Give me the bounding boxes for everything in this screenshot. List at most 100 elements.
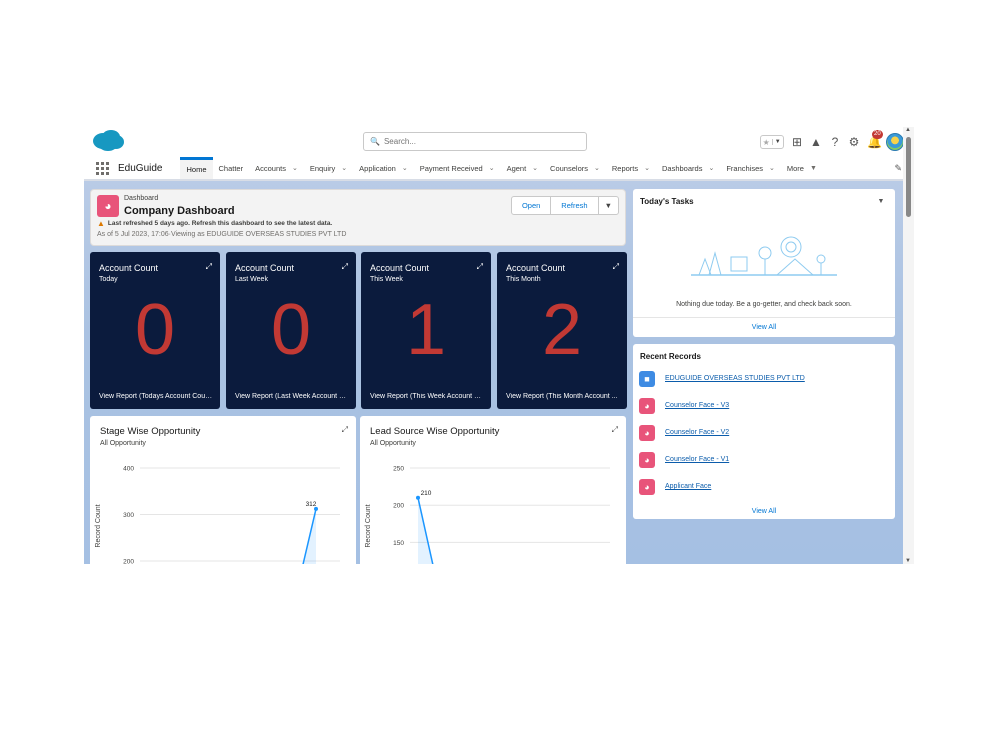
recent-record-link[interactable]: Counselor Face - V2 bbox=[665, 429, 730, 436]
open-button[interactable]: Open bbox=[512, 197, 552, 214]
nav-item-application[interactable]: Application ⌄ bbox=[353, 157, 414, 179]
tasks-empty-message: Nothing due today. Be a go-getter, and c… bbox=[676, 301, 852, 308]
expand-icon[interactable]: ⤢ bbox=[341, 425, 348, 434]
view-report-link[interactable]: View Report (This Week Account C... bbox=[370, 393, 484, 400]
y-tick-label: 400 bbox=[123, 466, 134, 473]
nav-item-counselors[interactable]: Counselors ⌄ bbox=[544, 157, 606, 179]
add-icon[interactable]: ⊞ bbox=[791, 135, 803, 149]
refresh-warning-text: Last refreshed 5 days ago. Refresh this … bbox=[107, 220, 333, 227]
scrollbar-thumb[interactable] bbox=[906, 137, 911, 217]
y-tick-label: 200 bbox=[393, 503, 404, 510]
chart-subtitle: All Opportunity bbox=[100, 440, 146, 447]
list-item: ◕ Applicant Face bbox=[639, 473, 889, 500]
nav-item-chatter[interactable]: Chatter bbox=[213, 157, 250, 179]
list-item: ◕ Counselor Face - V1 bbox=[639, 446, 889, 473]
data-label: 210 bbox=[421, 490, 432, 497]
recent-record-link[interactable]: Counselor Face - V3 bbox=[665, 402, 730, 409]
tasks-view-all-link[interactable]: View All bbox=[633, 317, 895, 337]
nav-item-label: Accounts bbox=[255, 163, 286, 173]
expand-icon[interactable]: ⤢ bbox=[612, 262, 619, 271]
nav-item-franchises[interactable]: Franchises ⌄ bbox=[720, 157, 781, 179]
notification-badge: 20 bbox=[872, 130, 883, 139]
y-axis-label: Record Count bbox=[95, 504, 102, 547]
view-report-link[interactable]: View Report (This Month Account ... bbox=[506, 393, 618, 400]
series-line bbox=[302, 508, 317, 564]
metric-title: Account Count bbox=[99, 263, 159, 273]
edit-nav-pencil-icon[interactable]: ✎ bbox=[894, 163, 902, 173]
help-icon[interactable]: ? bbox=[831, 135, 839, 149]
expand-icon[interactable]: ⤢ bbox=[611, 425, 618, 434]
recent-records-title: Recent Records bbox=[640, 352, 701, 361]
trailhead-icon[interactable]: ▲ bbox=[810, 135, 822, 149]
chevron-down-icon[interactable]: ⌄ bbox=[401, 165, 408, 172]
lead-source-line-chart[interactable]: Record Count5010015020025021053 bbox=[360, 456, 626, 564]
nav-item-more[interactable]: More ▼ bbox=[781, 157, 823, 179]
chevron-down-icon[interactable]: ⌄ bbox=[708, 165, 715, 172]
chevron-down-icon[interactable]: ⌄ bbox=[644, 165, 650, 172]
expand-icon[interactable]: ⤢ bbox=[476, 262, 483, 271]
nav-item-dashboards[interactable]: Dashboards ⌄ bbox=[656, 157, 720, 179]
nav-item-reports[interactable]: Reports ⌄ bbox=[606, 157, 656, 179]
scroll-down-arrow-icon[interactable]: ▼ bbox=[905, 558, 911, 564]
app-name: EduGuide bbox=[118, 162, 163, 174]
dashboard-header-card: ◕ Dashboard Company Dashboard ▲ Last ref… bbox=[90, 189, 626, 246]
favorites-button[interactable]: ★ ▼ bbox=[760, 135, 784, 149]
nav-item-agent[interactable]: Agent ⌄ bbox=[501, 157, 544, 179]
tasks-filter-dropdown-icon[interactable]: ▼ bbox=[877, 198, 885, 205]
page-scrollbar[interactable]: ▲ ▼ bbox=[903, 127, 914, 564]
stage-wise-line-chart[interactable]: Record Count100200300400123418312 bbox=[90, 456, 356, 564]
recent-records-list: ■ EDUGUIDE OVERSEAS STUDIES PVT LTD ◕ Co… bbox=[639, 365, 889, 500]
metric-tile-last-week: Account Count Last Week ⤢ 0 View Report … bbox=[226, 252, 356, 409]
recent-records-card: Recent Records ■ EDUGUIDE OVERSEAS STUDI… bbox=[633, 344, 895, 519]
expand-icon[interactable]: ⤢ bbox=[341, 262, 348, 271]
chevron-down-icon[interactable]: ⌄ bbox=[769, 165, 775, 172]
recent-record-link[interactable]: EDUGUIDE OVERSEAS STUDIES PVT LTD bbox=[665, 375, 805, 382]
metric-subtitle: This Week bbox=[370, 276, 403, 283]
nav-item-label: Chatter bbox=[218, 163, 244, 173]
search-icon: 🔍 bbox=[370, 137, 380, 146]
global-search-input[interactable]: 🔍 Search... bbox=[363, 132, 587, 151]
recent-view-all-link[interactable]: View All bbox=[751, 508, 777, 515]
view-report-link[interactable]: View Report (Todays Account Count) bbox=[99, 393, 213, 400]
nav-item-enquiry[interactable]: Enquiry ⌄ bbox=[304, 157, 353, 179]
series-area bbox=[418, 497, 433, 564]
gear-icon[interactable]: ⚙ bbox=[848, 135, 860, 149]
refresh-button[interactable]: Refresh bbox=[551, 197, 599, 214]
dashboard-menu-dropdown-icon[interactable]: ▼ bbox=[604, 201, 612, 210]
nav-item-label: Dashboards bbox=[662, 163, 703, 173]
caret-down-icon[interactable]: ▼ bbox=[809, 164, 817, 172]
warning-icon: ▲ bbox=[97, 219, 105, 228]
nav-item-payment-received[interactable]: Payment Received ⌄ bbox=[414, 157, 501, 179]
metric-title: Account Count bbox=[235, 263, 295, 273]
nav-item-home[interactable]: Home bbox=[180, 157, 213, 179]
chevron-down-icon[interactable]: ⌄ bbox=[341, 165, 348, 172]
nav-item-accounts[interactable]: Accounts ⌄ bbox=[249, 157, 304, 179]
view-report-link[interactable]: View Report (Last Week Account C... bbox=[235, 393, 349, 400]
recent-record-link[interactable]: Applicant Face bbox=[665, 483, 712, 490]
metric-tile-today: Account Count Today ⤢ 0 View Report (Tod… bbox=[90, 252, 220, 409]
nav-item-label: Application bbox=[359, 163, 396, 173]
chevron-down-icon[interactable]: ⌄ bbox=[291, 165, 298, 172]
metric-value: 1 bbox=[405, 290, 447, 370]
header-icons: ★ ▼ ⊞ ▲ ? ⚙ 🔔 20 bbox=[760, 130, 904, 152]
nav-item-label: Home bbox=[186, 165, 207, 174]
dashboard-icon: ◕ bbox=[639, 478, 655, 495]
dashboard-title[interactable]: Company Dashboard bbox=[124, 205, 235, 217]
chevron-down-icon[interactable]: ⌄ bbox=[593, 165, 600, 172]
salesforce-logo[interactable] bbox=[91, 128, 125, 152]
data-point bbox=[314, 506, 318, 511]
chevron-down-icon[interactable]: ⌄ bbox=[532, 165, 539, 172]
chevron-down-icon[interactable]: ⌄ bbox=[488, 165, 495, 172]
recent-record-link[interactable]: Counselor Face - V1 bbox=[665, 456, 730, 463]
notification-bell-icon[interactable]: 🔔 20 bbox=[867, 130, 883, 149]
expand-icon[interactable]: ⤢ bbox=[205, 262, 212, 271]
avatar[interactable] bbox=[886, 133, 904, 151]
metric-tile-this-week: Account Count This Week ⤢ 1 View Report … bbox=[361, 252, 491, 409]
scroll-up-arrow-icon[interactable]: ▲ bbox=[905, 127, 911, 133]
tasks-title: Today's Tasks bbox=[640, 197, 694, 206]
app-window: 🔍 Search... ★ ▼ ⊞ ▲ ? ⚙ 🔔 20 EduGuide Hom… bbox=[84, 127, 914, 564]
empty-tasks-illustration bbox=[691, 236, 837, 276]
app-launcher-icon[interactable] bbox=[96, 157, 110, 179]
chevron-down-icon[interactable]: ▼ bbox=[771, 139, 784, 145]
account-icon: ■ bbox=[639, 370, 655, 387]
